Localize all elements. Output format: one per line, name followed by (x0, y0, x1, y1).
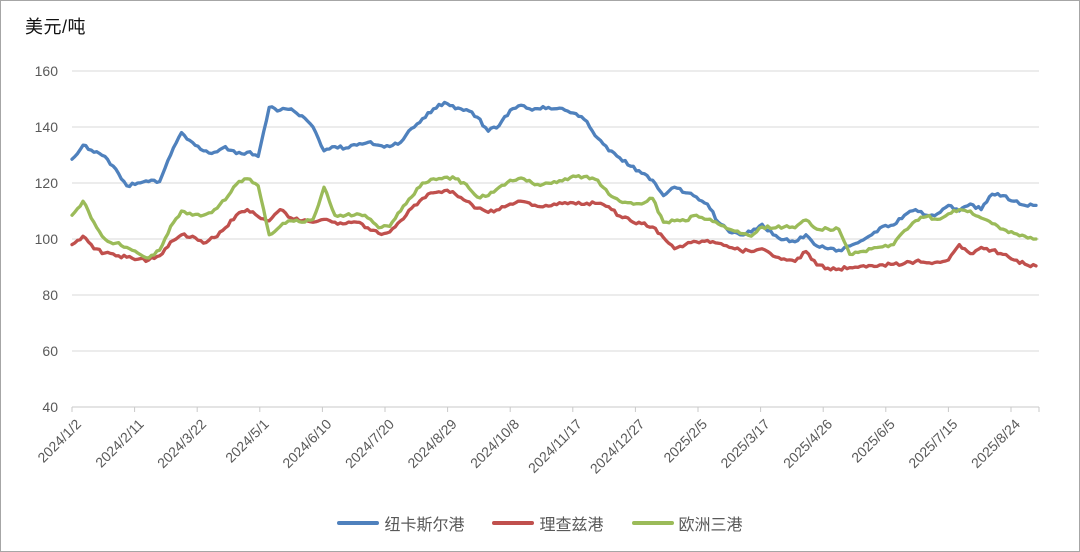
legend-swatch-newcastle (337, 521, 380, 525)
y-tick-label: 140 (35, 119, 59, 135)
y-tick-label: 160 (35, 63, 59, 79)
x-tick-label: 2024/1/2 (34, 416, 84, 466)
x-tick-label: 2024/12/27 (587, 416, 648, 477)
y-tick-label: 40 (42, 399, 58, 415)
legend-label-richards-bay: 理查兹港 (539, 517, 604, 534)
x-tick-label: 2024/11/17 (525, 416, 585, 476)
series-line-richards-bay (70, 188, 1038, 272)
x-tick-label: 2024/3/22 (154, 416, 210, 472)
y-tick-label: 60 (42, 343, 58, 359)
x-tick-label: 2024/10/8 (467, 416, 523, 472)
legend-swatch-europe-three-ports (631, 521, 674, 525)
legend-swatch-richards-bay (492, 521, 535, 525)
x-tick-label: 2025/3/17 (717, 416, 773, 472)
y-tick-label: 120 (35, 175, 59, 191)
chart-title: 美元/吨 (25, 17, 87, 37)
legend-item-newcastle: 纽卡斯尔港 (337, 511, 464, 535)
y-tick-label: 100 (35, 231, 59, 247)
legend-label-newcastle: 纽卡斯尔港 (384, 517, 465, 534)
x-tick-label: 2024/7/20 (342, 416, 398, 472)
x-tick-label: 2024/5/1 (222, 416, 272, 466)
x-tick-label: 2025/4/26 (780, 416, 836, 472)
legend-item-europe-three-ports: 欧洲三港 (631, 511, 743, 535)
legend-label-europe-three-ports: 欧洲三港 (678, 517, 743, 534)
series-line-europe-three-ports (70, 174, 1038, 260)
series-line-newcastle (70, 100, 1038, 253)
legend: 纽卡斯尔港 理查兹港 欧洲三港 (1, 511, 1079, 535)
x-tick-label: 2025/8/24 (968, 416, 1024, 472)
x-tick-label: 2024/2/11 (92, 416, 147, 471)
x-tick-label: 2025/7/15 (905, 416, 961, 472)
x-tick-label: 2025/2/5 (660, 416, 710, 466)
x-tick-label: 2024/8/29 (404, 416, 460, 472)
y-tick-label: 80 (42, 287, 58, 303)
legend-item-richards-bay: 理查兹港 (492, 511, 604, 535)
x-tick-label: 2024/6/10 (279, 416, 335, 472)
x-tick-label: 2025/6/5 (848, 416, 898, 466)
